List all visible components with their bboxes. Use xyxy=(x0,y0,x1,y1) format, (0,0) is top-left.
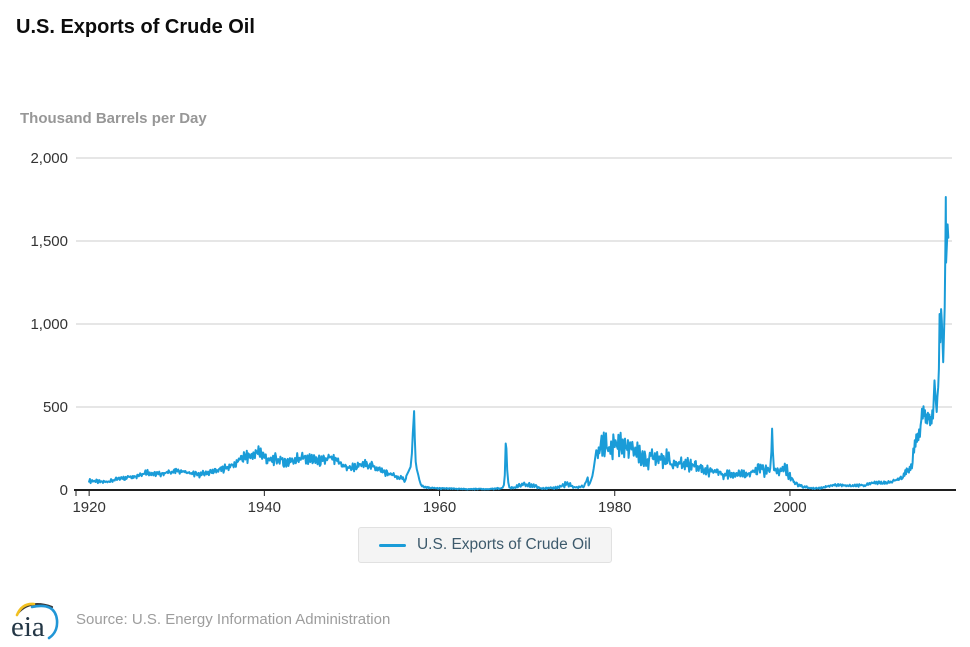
line-chart: 0 500 1,000 1,500 2,000 1920 1940 1960 1980 2000 xyxy=(30,150,956,516)
chart-title: U.S. Exports of Crude Oil xyxy=(16,16,255,38)
x-tick-label: 1980 xyxy=(598,499,631,516)
y-tick-label: 2,000 xyxy=(30,150,68,167)
y-axis-unit-label: Thousand Barrels per Day xyxy=(20,110,207,127)
legend: U.S. Exports of Crude Oil xyxy=(357,527,613,563)
y-tick-label: 500 xyxy=(43,399,68,416)
x-tick-label: 1920 xyxy=(72,499,105,516)
y-tick-label: 0 xyxy=(60,482,68,499)
legend-item-us-crude-exports[interactable]: U.S. Exports of Crude Oil xyxy=(378,536,592,554)
x-tick-label: 2000 xyxy=(773,499,806,516)
legend-item-label: U.S. Exports of Crude Oil xyxy=(416,536,592,553)
x-tick-label: 1960 xyxy=(423,499,456,516)
x-tick-label: 1940 xyxy=(248,499,281,516)
y-tick-label: 1,500 xyxy=(30,233,68,250)
footer: eia Source: U.S. Energy Information Admi… xyxy=(8,596,390,642)
source-attribution: Source: U.S. Energy Information Administ… xyxy=(76,610,391,628)
data-line-us-crude-oil-exports xyxy=(88,196,950,491)
legend-line-swatch xyxy=(378,543,406,547)
y-tick-label: 1,000 xyxy=(30,316,68,333)
eia-logo[interactable]: eia xyxy=(8,596,62,642)
eia-logo-text: eia xyxy=(11,611,45,642)
